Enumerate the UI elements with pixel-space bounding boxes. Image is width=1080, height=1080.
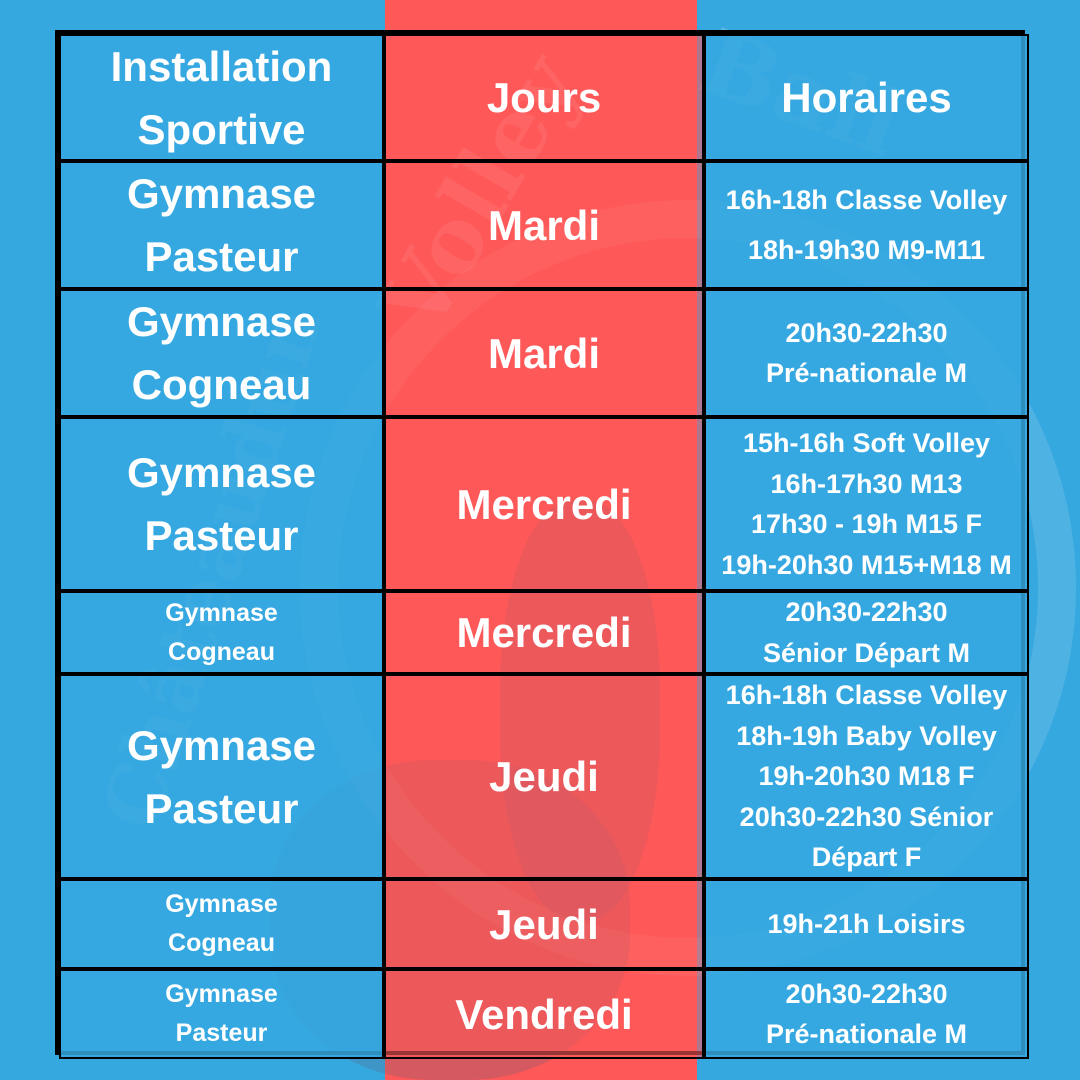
- line-text: Sénior Départ M: [762, 637, 971, 668]
- line-text: 15h-16h Soft Volley: [742, 428, 991, 458]
- line-text: Cogneau: [131, 361, 312, 408]
- line-text: 20h30-22h30: [785, 978, 948, 1009]
- hours-cell: 20h30-22h30 Pré-nationale M: [704, 289, 1029, 417]
- line-text: Gymnase: [126, 170, 317, 217]
- line-text: Pasteur: [144, 784, 299, 832]
- line-text: Pasteur: [144, 512, 299, 559]
- line-text: 18h-19h Baby Volley: [736, 720, 997, 751]
- line-text: 18h-19h30 M9-M11: [747, 235, 986, 265]
- line-text: Pré-nationale M: [765, 1019, 968, 1049]
- line-text: Cogneau: [168, 929, 275, 957]
- line-text: 19h-21h Loisirs: [767, 908, 966, 939]
- day-text: Mardi: [487, 201, 600, 249]
- header-horaires: Horaires: [704, 34, 1029, 161]
- day-text: Mercredi: [456, 480, 632, 528]
- header-text: Sportive: [137, 105, 306, 153]
- day-text: Mercredi: [456, 609, 632, 656]
- installation-cell: Gymnase Pasteur: [59, 417, 384, 591]
- day-cell: Mercredi: [384, 591, 704, 674]
- day-text: Vendredi: [455, 990, 633, 1038]
- line-text: 16h-18h Classe Volley: [725, 184, 1008, 215]
- line-text: 16h-17h30 M13: [770, 468, 963, 499]
- line-text: 17h30 - 19h M15 F: [750, 509, 983, 539]
- installation-cell: Gymnase Cogneau: [59, 591, 384, 674]
- hours-cell: 15h-16h Soft Volley 16h-17h30 M13 17h30 - …: [704, 417, 1029, 591]
- day-cell: Mercredi: [384, 417, 704, 591]
- header-installation: Installation Sportive: [59, 34, 384, 161]
- hours-cell: 16h-18h Classe Volley 18h-19h Baby Volley…: [704, 674, 1029, 879]
- line-text: Pré-nationale M: [765, 358, 968, 388]
- line-text: Cogneau: [168, 637, 275, 666]
- line-text: 19h-20h30 M18 F: [758, 761, 975, 792]
- installation-cell: Gymnase Pasteur: [59, 969, 384, 1059]
- line-text: Pasteur: [144, 233, 299, 280]
- header-text: Horaires: [781, 74, 952, 121]
- day-cell: Mardi: [384, 161, 704, 289]
- line-text: Pasteur: [175, 1019, 268, 1047]
- line-text: 20h30-22h30: [785, 317, 948, 348]
- hours-cell: 16h-18h Classe Volley 18h-19h30 M9-M11: [704, 161, 1029, 289]
- installation-cell: Gymnase Cogneau: [59, 879, 384, 969]
- line-text: 16h-18h Classe Volley: [725, 680, 1008, 711]
- installation-cell: Gymnase Pasteur: [59, 161, 384, 289]
- day-text: Jeudi: [489, 753, 599, 800]
- day-cell: Mardi: [384, 289, 704, 417]
- line-text: Départ F: [811, 842, 922, 873]
- installation-cell: Gymnase Pasteur: [59, 674, 384, 879]
- line-text: Gymnase: [165, 598, 278, 627]
- day-text: Mardi: [487, 329, 600, 377]
- line-text: 20h30-22h30 Sénior: [739, 801, 994, 832]
- line-text: 20h30-22h30: [785, 597, 948, 627]
- line-text: 19h-20h30 M15+M18 M: [721, 549, 1012, 580]
- schedule-table: Installation Sportive Jours Horaires Gym…: [55, 30, 1029, 1059]
- hours-cell: 19h-21h Loisirs: [704, 879, 1029, 969]
- line-text: Gymnase: [126, 449, 317, 496]
- header-text: Jours: [486, 74, 602, 121]
- day-text: Jeudi: [489, 900, 599, 948]
- header-text: Installation: [110, 42, 333, 90]
- line-text: Gymnase: [165, 890, 278, 919]
- line-text: Gymnase: [126, 298, 317, 345]
- installation-cell: Gymnase Cogneau: [59, 289, 384, 417]
- day-cell: Jeudi: [384, 674, 704, 879]
- day-cell: Jeudi: [384, 879, 704, 969]
- hours-cell: 20h30-22h30 Pré-nationale M: [704, 969, 1029, 1059]
- line-text: Gymnase: [165, 980, 278, 1009]
- hours-cell: 20h30-22h30 Sénior Départ M: [704, 591, 1029, 674]
- line-text: Gymnase: [126, 721, 317, 769]
- header-jours: Jours: [384, 34, 704, 161]
- day-cell: Vendredi: [384, 969, 704, 1059]
